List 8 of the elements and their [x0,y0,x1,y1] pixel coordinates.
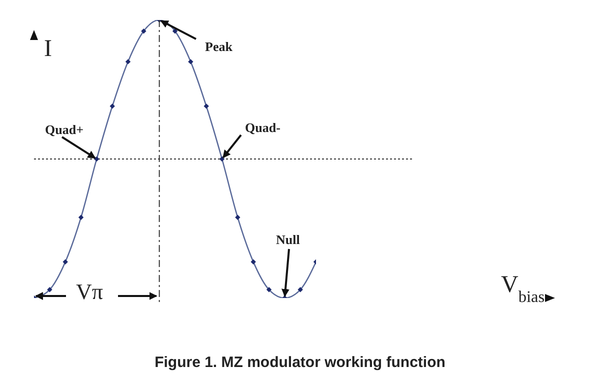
annotation: Quad- [245,120,280,135]
annotation: Null [276,232,300,247]
text: V$_{bias}$ [501,272,545,306]
annotation: Peak [205,39,234,54]
y-axis-title: I [44,36,52,62]
text: Figure 1. MZ modulator working function [154,354,446,371]
annotation: Quad+ [45,122,84,137]
annotation: Vπ [76,279,103,304]
